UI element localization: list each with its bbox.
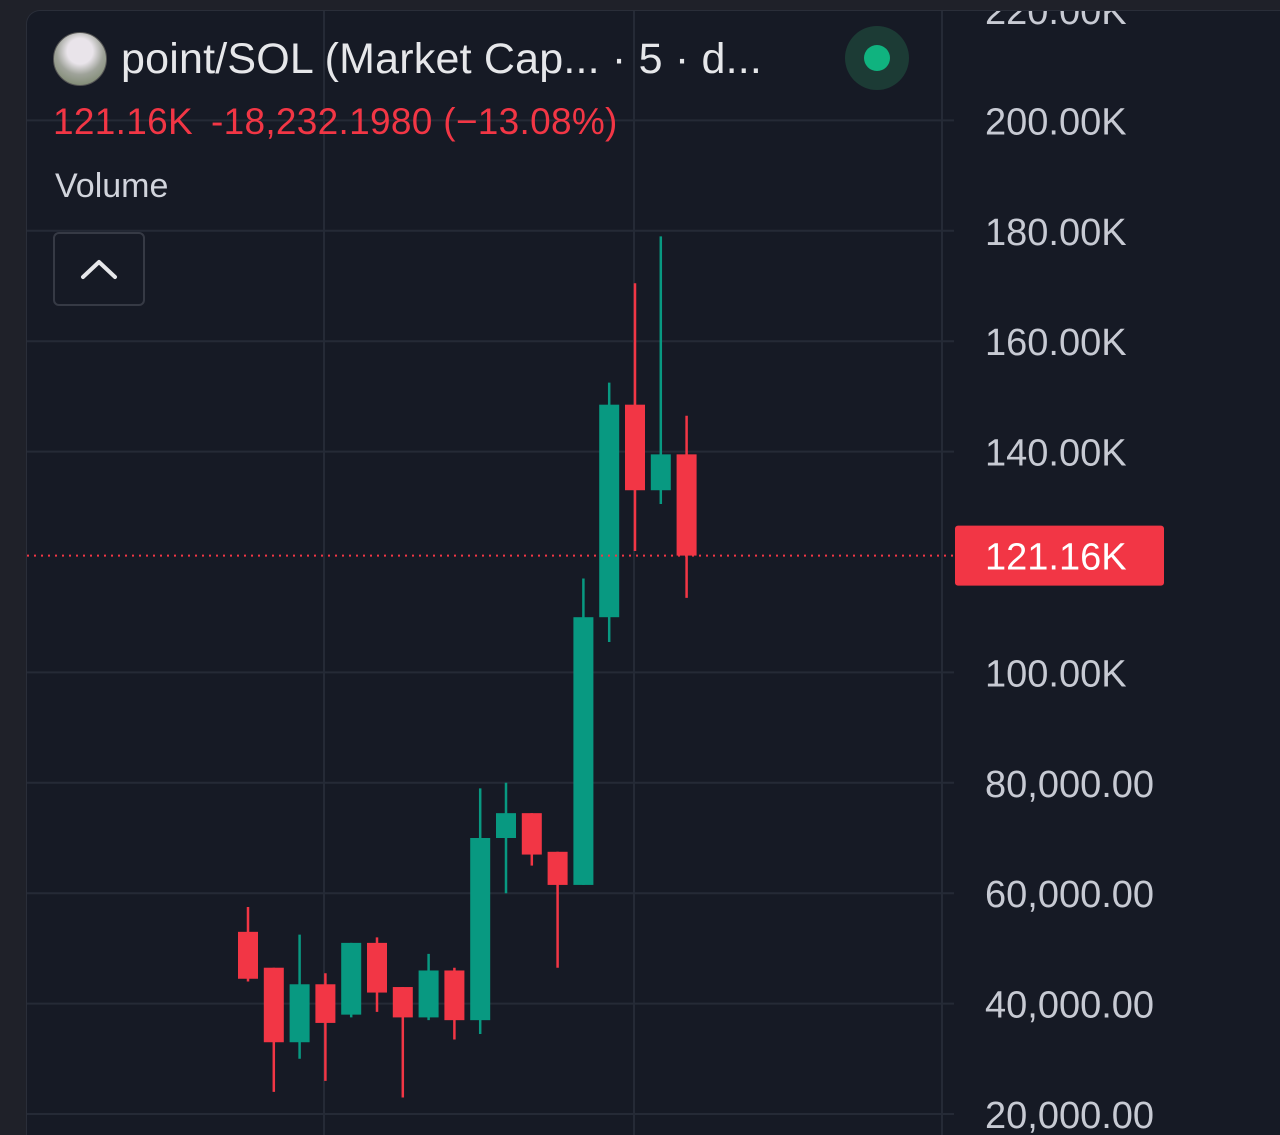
volume-indicator-label[interactable]: Volume xyxy=(55,167,169,205)
candle-body xyxy=(444,970,465,1021)
y-tick-label: 40,000.00 xyxy=(985,985,1154,1027)
y-tick-label: 20,000.00 xyxy=(985,1095,1154,1135)
last-price-tag xyxy=(955,525,1164,586)
y-tick-label: 140.00K xyxy=(985,433,1127,475)
token-avatar-icon xyxy=(53,32,107,86)
chart-panel: 20,000.00 40,000.00 60,000.00 80,000.00 100.… xyxy=(26,10,1280,1135)
chevron-up-icon xyxy=(81,260,117,279)
candle-body xyxy=(289,984,310,1043)
candle-body xyxy=(418,970,439,1018)
candle-body xyxy=(315,984,336,1023)
price-change: -18,232.1980 (−13.08%) xyxy=(210,101,618,142)
y-tick-label: 100.00K xyxy=(985,653,1127,695)
y-tick-label: 80,000.00 xyxy=(985,764,1154,806)
candle-body xyxy=(263,967,284,1043)
last-value: 121.16K xyxy=(53,101,193,142)
candle-body xyxy=(547,851,568,885)
candle-body xyxy=(496,813,516,838)
candle-body xyxy=(650,454,671,491)
candle-body xyxy=(367,942,387,993)
price-change-row: 121.16K -18,232.1980 (−13.08%) xyxy=(53,101,618,143)
candle-body xyxy=(676,454,697,556)
candle-body xyxy=(573,617,594,885)
status-button[interactable] xyxy=(845,26,909,90)
candle-body xyxy=(470,838,491,1021)
y-tick-label: 200.00K xyxy=(985,101,1127,143)
candle-body xyxy=(238,931,258,979)
chart-header: point/SOL (Market Cap... · 5 · d... xyxy=(53,31,762,87)
candle-body xyxy=(341,942,362,1015)
last-price-label: 121.16K xyxy=(985,537,1127,579)
candle-body xyxy=(521,813,542,855)
candle-body xyxy=(599,404,620,618)
y-tick-label: 160.00K xyxy=(985,322,1127,364)
y-tick-label: 60,000.00 xyxy=(985,874,1154,916)
symbol-title[interactable]: point/SOL (Market Cap... · 5 · d... xyxy=(121,34,763,83)
candle-body xyxy=(392,987,413,1018)
status-dot-icon xyxy=(864,45,890,71)
y-tick-label: 220.00K xyxy=(985,11,1127,33)
candlestick-chart[interactable]: 20,000.00 40,000.00 60,000.00 80,000.00 100.… xyxy=(27,11,1280,1135)
candle-body xyxy=(625,404,645,491)
collapse-indicators-button[interactable] xyxy=(53,232,145,306)
y-tick-label: 180.00K xyxy=(985,212,1127,254)
